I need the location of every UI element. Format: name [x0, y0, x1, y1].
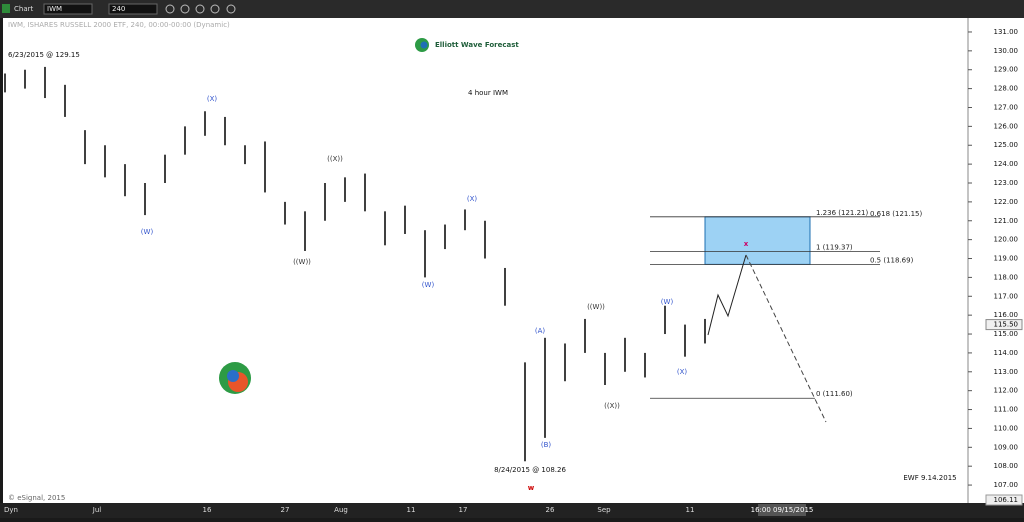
wave-label: ((X)): [604, 402, 620, 410]
last-price-box: [985, 319, 1023, 331]
y-tick-label: 113.00: [994, 368, 1019, 376]
x-tick-label: 16: [203, 506, 212, 514]
wave-label: (A): [535, 327, 546, 335]
x-tick-label: Sep: [597, 506, 611, 514]
y-tick-label: 116.00: [994, 311, 1019, 319]
y-tick-label: 117.00: [994, 292, 1019, 300]
wave-label: (X): [207, 95, 218, 103]
y-tick-label: 110.00: [994, 424, 1019, 432]
y-tick-label: 122.00: [994, 198, 1019, 206]
fib-label: 0.5 (118.69): [870, 256, 914, 264]
wave-label: (X): [677, 368, 688, 376]
cursor-time: 16:00 09/15/2015: [751, 506, 814, 514]
y-tick-label: 115.00: [994, 330, 1019, 338]
x-tick-label: 11: [686, 506, 695, 514]
toolbar-icons[interactable]: [165, 4, 236, 14]
y-tick-label: 119.00: [994, 255, 1019, 263]
fib-label: 0 (111.60): [816, 390, 853, 398]
y-tick-label: 123.00: [994, 179, 1019, 187]
y-tick-label: 130.00: [994, 47, 1019, 55]
y-tick-label: 131.00: [994, 28, 1019, 36]
wave-label: w: [528, 484, 535, 492]
mode: Dyn: [4, 506, 18, 514]
wave-label: (W): [141, 228, 154, 236]
subtitle: IWM, ISHARES RUSSELL 2000 ETF, 240, 00:0…: [8, 21, 230, 29]
bottom-value-box: [985, 494, 1023, 506]
x-tick-label: 17: [459, 506, 468, 514]
x-tick-label: 27: [281, 506, 290, 514]
wave-label: ((W)): [293, 258, 311, 266]
y-tick-label: 125.00: [994, 141, 1019, 149]
brand-logo: [415, 38, 429, 52]
y-tick-label: 120.00: [994, 236, 1019, 244]
wave-label: x: [744, 240, 749, 248]
wave-label: ((X)): [327, 155, 343, 163]
interval-box[interactable]: [108, 3, 158, 15]
x-tick-label: Aug: [334, 506, 348, 514]
wave-labels: (W) (X) ((W)) ((X)) (W) (X) (A) (B) ((W)…: [141, 95, 749, 492]
wave-label: (B): [541, 441, 552, 449]
x-tick-label: Jul: [92, 506, 102, 514]
target-box: [704, 216, 811, 265]
y-tick-label: 128.00: [994, 85, 1019, 93]
y-tick-label: 109.00: [994, 443, 1019, 451]
low-note: 8/24/2015 @ 108.26: [494, 466, 566, 474]
logo-mark: [219, 362, 251, 394]
fib-label: 1 (119.37): [816, 244, 853, 252]
y-tick-label: 129.00: [994, 66, 1019, 74]
last-price: 115.50: [994, 321, 1019, 329]
x-tick-label: 11: [407, 506, 416, 514]
wave-label: (W): [422, 281, 435, 289]
y-tick-label: 124.00: [994, 160, 1019, 168]
chart-title: 4 hour IWM: [468, 89, 508, 97]
x-tick-label: 26: [546, 506, 555, 514]
projection: [707, 254, 747, 336]
high-note: 6/23/2015 @ 129.15: [8, 51, 80, 59]
y-tick-label: 111.00: [994, 406, 1019, 414]
y-tick-label: 126.00: [994, 122, 1019, 130]
projection-dashed: [745, 254, 827, 423]
y-tick-label: 108.00: [994, 462, 1019, 470]
price-axis: [968, 18, 1024, 503]
copyright: © eSignal, 2015: [8, 494, 65, 502]
bottom-value: 106.11: [994, 496, 1019, 504]
fib-label: 0.618 (121.15): [870, 210, 922, 218]
wave-label: (X): [467, 195, 478, 203]
time-axis: [0, 503, 1024, 518]
wave-label: (W): [661, 298, 674, 306]
y-tick-label: 118.00: [994, 273, 1019, 281]
y-tick-label: 121.00: [994, 217, 1019, 225]
fib-label: 1.236 (121.21): [816, 209, 868, 217]
toolbar: [0, 0, 1024, 18]
app-icon: [2, 4, 10, 13]
toolbar-symbol: IWM: [47, 5, 62, 13]
wave-label: ((W)): [587, 303, 605, 311]
symbol-box[interactable]: [43, 3, 93, 15]
y-tick-label: 114.00: [994, 349, 1019, 357]
footer: EWF 9.14.2015: [903, 474, 956, 482]
cursor-box: [758, 504, 806, 516]
brand: Elliott Wave Forecast: [435, 41, 519, 49]
toolbar-chart: Chart: [14, 5, 33, 13]
y-tick-label: 107.00: [994, 481, 1019, 489]
y-tick-label: 112.00: [994, 387, 1019, 395]
y-tick-label: 127.00: [994, 103, 1019, 111]
toolbar-interval: 240: [112, 5, 125, 13]
